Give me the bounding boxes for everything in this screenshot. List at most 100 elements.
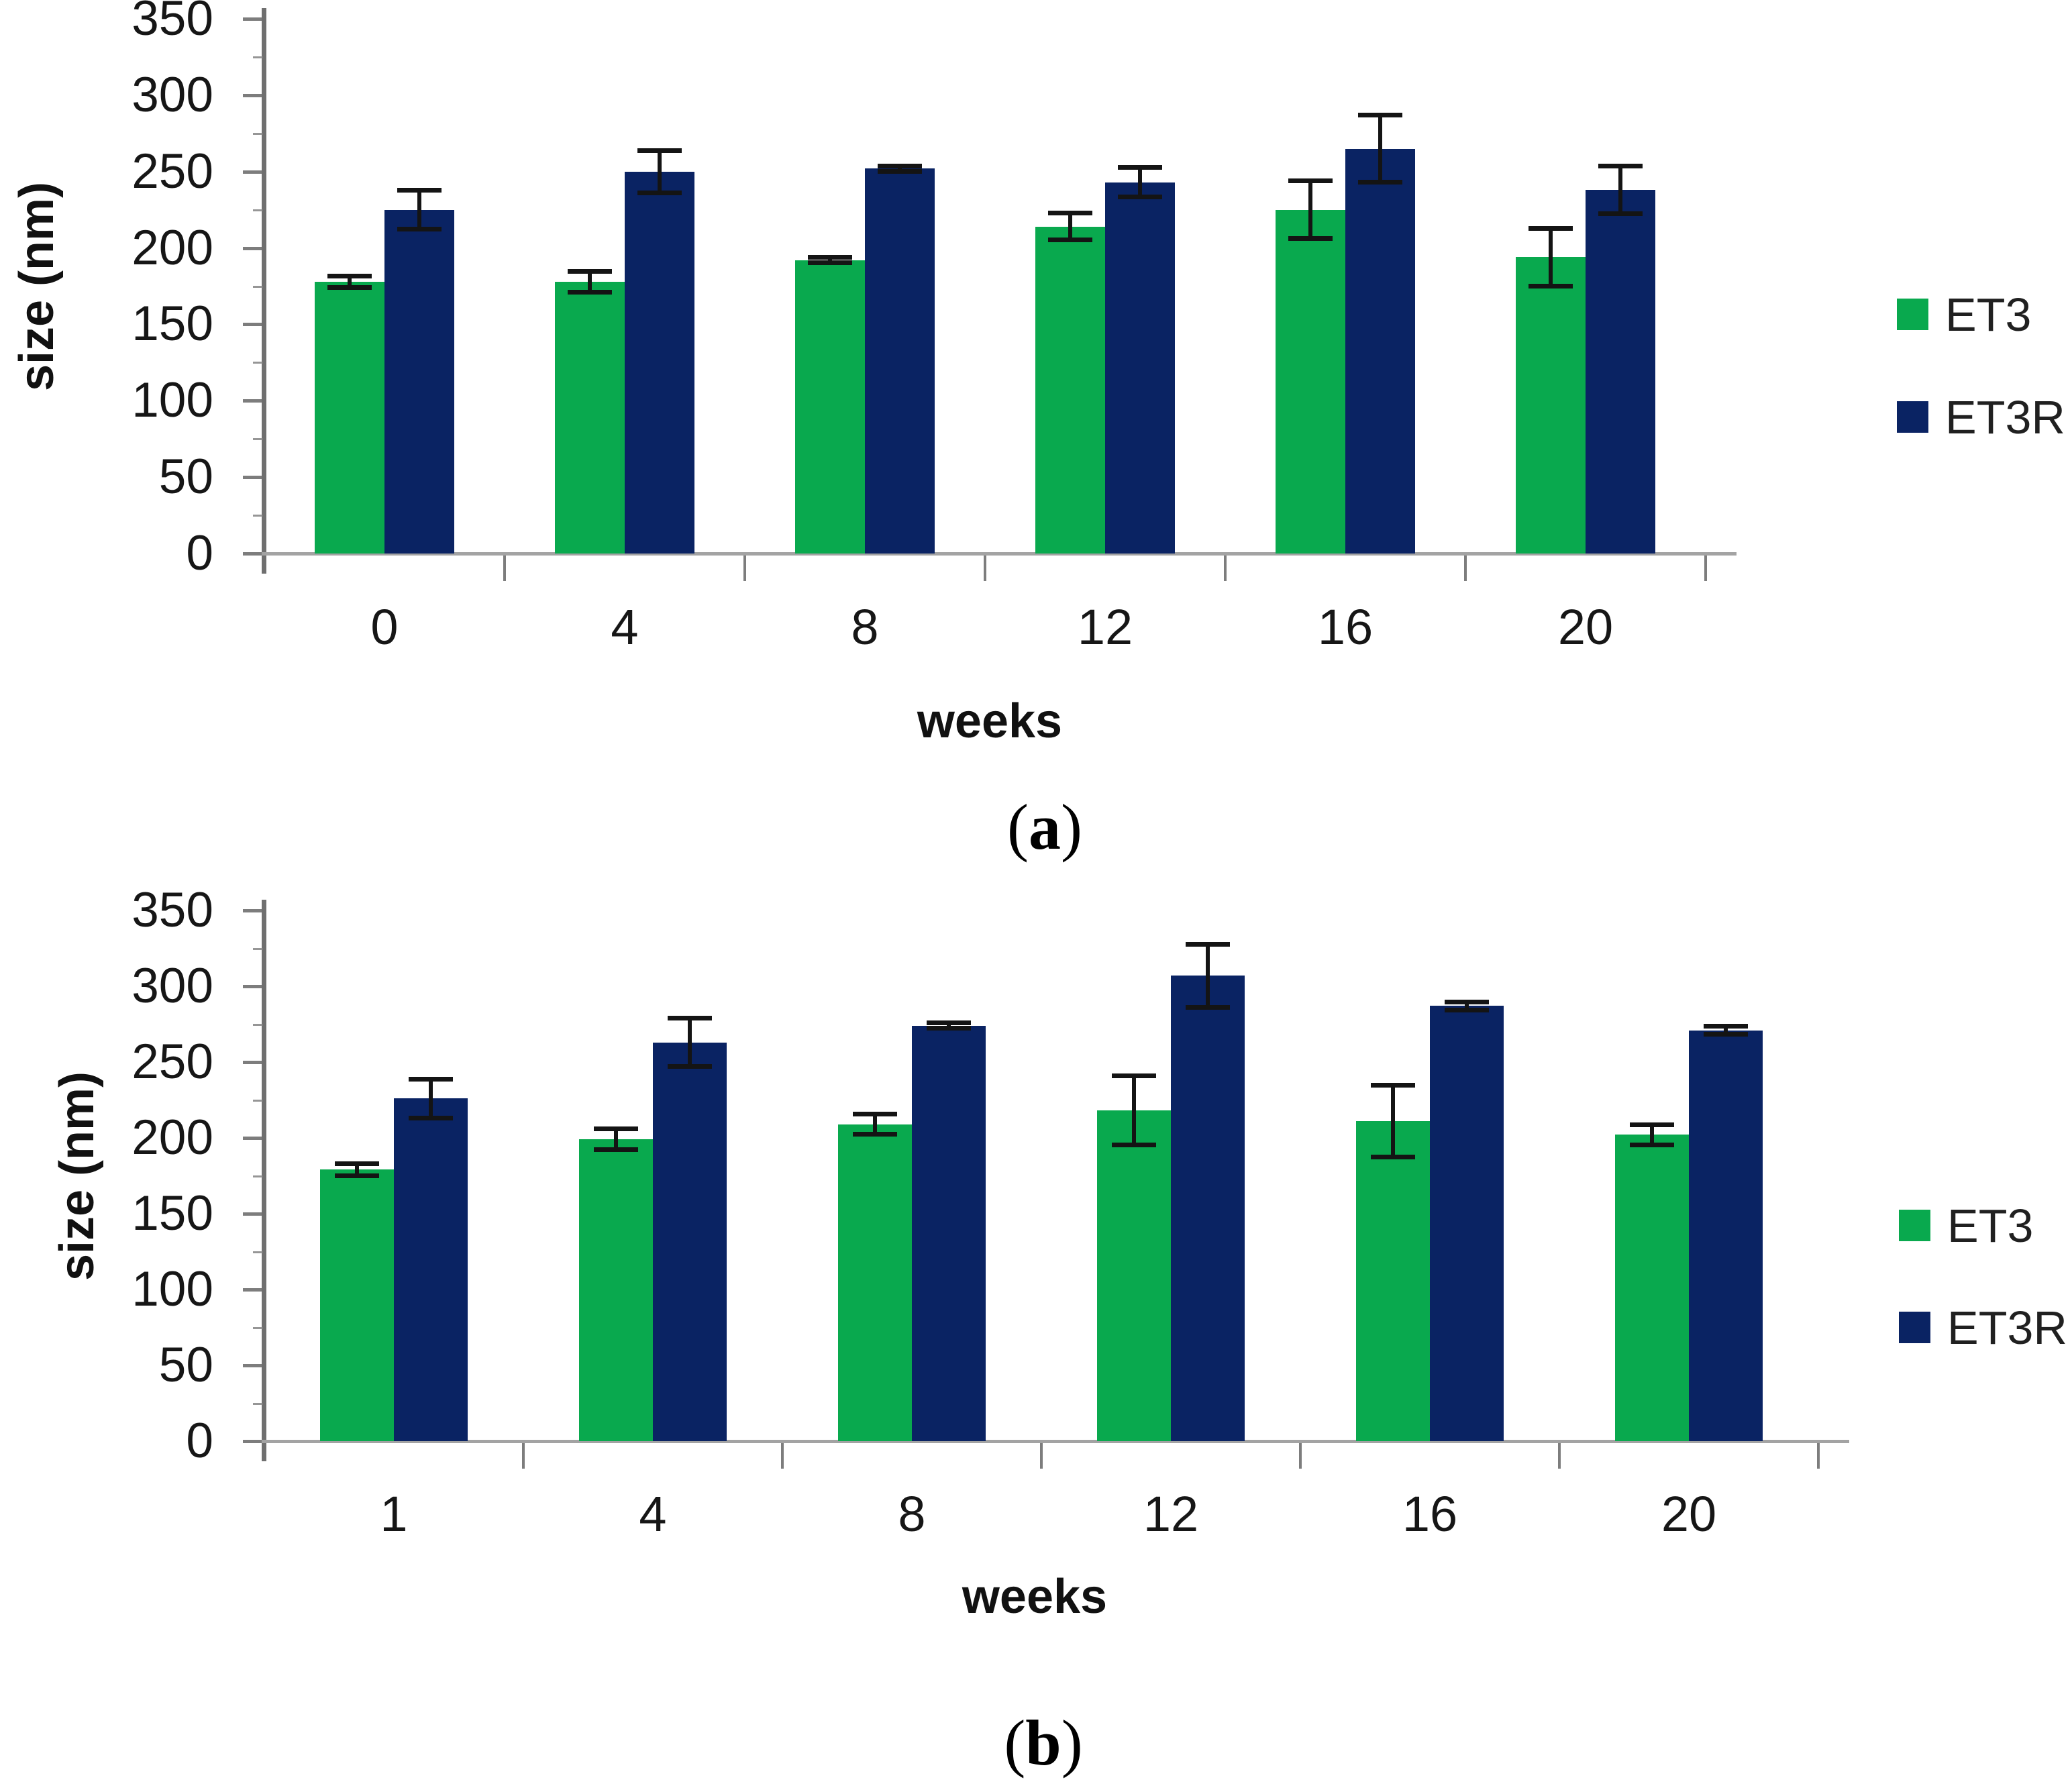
y-minor-tick-25 — [253, 1402, 262, 1405]
y-minor-tick-325 — [253, 947, 262, 950]
caption-close-paren: ) — [1061, 791, 1082, 863]
bar-et3-week-8 — [795, 260, 865, 554]
y-tick-label-350: 350 — [132, 883, 213, 937]
y-tick-label-50: 50 — [158, 450, 213, 505]
error-line-et3-week-16 — [1391, 1084, 1395, 1158]
y-tick-50 — [243, 1364, 262, 1367]
error-line-et3r-week-4 — [658, 150, 662, 193]
y-tick-150 — [243, 1212, 262, 1216]
error-cap-bottom-et3-week-12 — [1048, 238, 1092, 243]
error-cap-top-et3r-week-20 — [1704, 1023, 1748, 1029]
x-tick-1 — [503, 556, 506, 581]
y-tick-label-0: 0 — [186, 526, 213, 580]
error-cap-top-et3r-week-12 — [1186, 941, 1230, 947]
error-line-et3-week-20 — [1549, 227, 1553, 286]
error-cap-bottom-et3-week-8 — [853, 1132, 897, 1137]
caption-close-paren: ) — [1061, 1707, 1083, 1779]
y-tick-100 — [243, 1288, 262, 1292]
y-tick-300 — [243, 93, 262, 97]
error-cap-bottom-et3-week-20 — [1529, 283, 1573, 288]
bar-et3-week-20 — [1516, 257, 1586, 554]
y-minor-tick-275 — [253, 1023, 262, 1026]
bar-et3r-week-12 — [1171, 976, 1245, 1441]
error-cap-top-et3-week-16 — [1371, 1082, 1415, 1088]
bar-et3-week-4 — [579, 1139, 653, 1441]
chart-b: size (nm) 0 50 100 150 200 250 300 350 1 4 8 12 16 20 w… — [0, 883, 2072, 1786]
error-cap-bottom-et3r-week-4 — [668, 1063, 712, 1069]
x-tick-3 — [984, 556, 986, 581]
y-tick-label-250: 250 — [132, 144, 213, 199]
error-cap-top-et3r-week-4 — [637, 148, 682, 153]
bar-et3-week-16 — [1276, 209, 1345, 554]
error-cap-bottom-et3-week-12 — [1112, 1143, 1156, 1148]
x-tick-label-4: 4 — [639, 1486, 667, 1542]
x-tick-label-16: 16 — [1317, 599, 1374, 655]
error-cap-top-et3-week-8 — [808, 255, 852, 260]
y-tick-350 — [243, 909, 262, 912]
x-tick-1 — [522, 1443, 525, 1469]
legend-label-et3r: ET3R — [1947, 1302, 2067, 1354]
error-line-et3-week-0 — [348, 275, 352, 288]
y-minor-tick-325 — [253, 56, 262, 58]
y-tick-200 — [243, 1137, 262, 1140]
x-axis-title: weeks — [917, 694, 1063, 748]
error-cap-bottom-et3-week-1 — [335, 1173, 379, 1178]
error-line-et3-week-20 — [1650, 1124, 1654, 1146]
y-tick-label-50: 50 — [158, 1338, 213, 1392]
error-cap-bottom-et3r-week-0 — [397, 227, 442, 232]
y-tick-200 — [243, 246, 262, 250]
y-tick-300 — [243, 985, 262, 988]
caption-letter: a — [1029, 791, 1061, 863]
y-tick-label-200: 200 — [132, 220, 213, 275]
y-tick-label-300: 300 — [132, 67, 213, 122]
y-minor-tick-225 — [253, 209, 262, 211]
bar-et3r-week-20 — [1689, 1030, 1763, 1441]
legend-label-et3: ET3 — [1945, 288, 2032, 341]
error-line-et3r-week-0 — [417, 190, 421, 230]
x-tick-3 — [1040, 1443, 1043, 1469]
error-line-et3r-week-8 — [898, 165, 902, 172]
bar-et3-week-4 — [555, 281, 625, 554]
bar-et3r-week-0 — [384, 209, 454, 554]
error-cap-bottom-et3r-week-16 — [1358, 179, 1402, 185]
error-line-et3r-week-20 — [1618, 165, 1622, 215]
caption-open-paren: ( — [1004, 1707, 1026, 1779]
bar-et3-week-8 — [838, 1124, 912, 1441]
error-cap-top-et3-week-20 — [1630, 1122, 1674, 1127]
x-tick-2 — [781, 1443, 784, 1469]
x-tick-2 — [743, 556, 746, 581]
error-cap-bottom-et3r-week-12 — [1186, 1004, 1230, 1010]
x-tick-6 — [1704, 556, 1707, 581]
error-cap-bottom-et3-week-20 — [1630, 1143, 1674, 1148]
error-line-et3r-week-12 — [1138, 166, 1142, 198]
y-tick-label-150: 150 — [132, 1186, 213, 1241]
y-tick-250 — [243, 1061, 262, 1064]
bar-et3-week-12 — [1035, 226, 1105, 554]
error-cap-top-et3r-week-8 — [927, 1020, 971, 1026]
error-cap-top-et3-week-0 — [327, 273, 372, 278]
chart-a: size (nm) 0 50 100 150 200 250 300 350 0 4 8 12 16 20 w… — [0, 0, 2072, 892]
error-line-et3-week-12 — [1068, 213, 1072, 241]
caption-letter: b — [1025, 1707, 1061, 1779]
x-tick-6 — [1817, 1443, 1820, 1469]
y-tick-label-100: 100 — [132, 1262, 213, 1316]
x-axis-line — [262, 1440, 1849, 1443]
y-minor-tick-275 — [253, 132, 262, 135]
y-minor-tick-175 — [253, 1175, 262, 1177]
x-tick-label-16: 16 — [1402, 1486, 1458, 1542]
y-tick-50 — [243, 476, 262, 480]
error-line-et3r-week-16 — [1378, 115, 1382, 182]
bar-et3-week-0 — [315, 281, 384, 554]
y-tick-label-300: 300 — [132, 959, 213, 1013]
bar-et3r-week-12 — [1105, 182, 1175, 554]
y-axis-line — [262, 900, 266, 1461]
bar-et3r-week-16 — [1430, 1006, 1504, 1441]
x-tick-label-12: 12 — [1077, 599, 1133, 655]
error-cap-top-et3-week-12 — [1112, 1073, 1156, 1079]
y-tick-label-150: 150 — [132, 297, 213, 352]
x-tick-4 — [1299, 1443, 1302, 1469]
bar-et3r-week-16 — [1345, 148, 1415, 554]
caption-open-paren: ( — [1007, 791, 1029, 863]
x-tick-label-20: 20 — [1557, 599, 1614, 655]
